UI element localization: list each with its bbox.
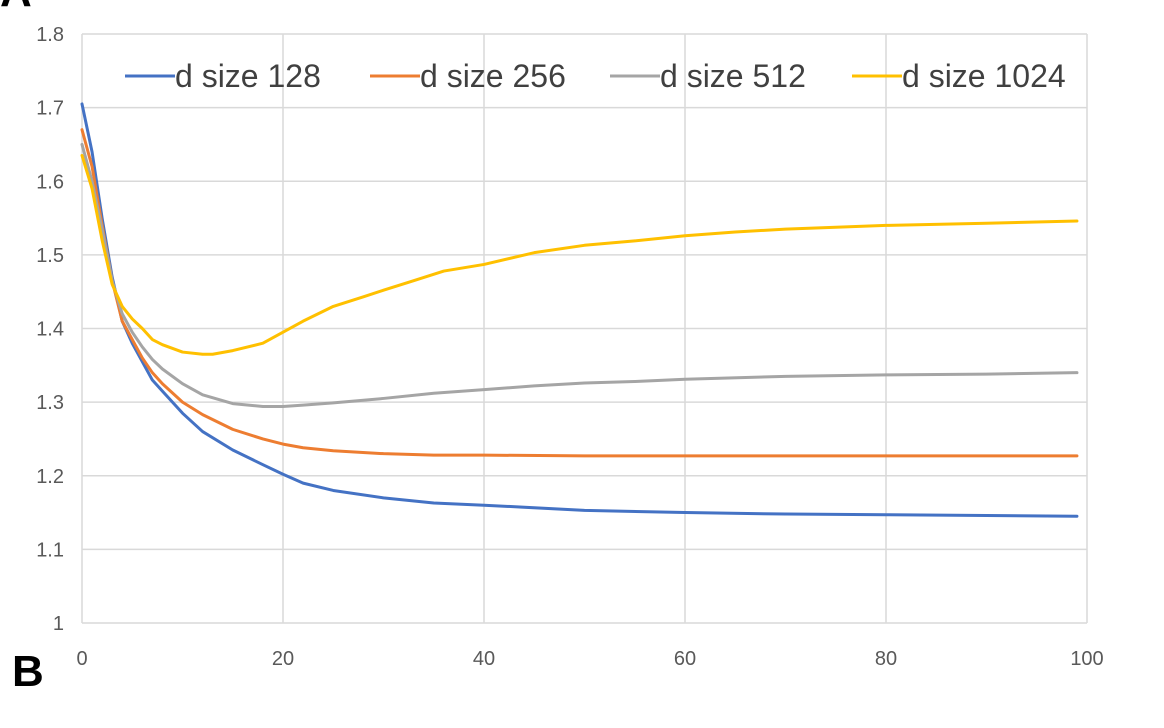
- y-tick-label: 1.1: [36, 539, 64, 561]
- y-tick-label: 1.3: [36, 392, 64, 414]
- y-tick-label: 1.8: [36, 24, 64, 46]
- legend-label: d size 128: [175, 58, 321, 94]
- series-line-3: [80, 153, 1079, 356]
- tick-layer: 1 1.1 1.2 1.3 1.4 1.5 1.6 1.7 1.8 0 20 40 60 80 100: [36, 24, 1104, 670]
- panel-label-b: B: [12, 647, 44, 696]
- legend: d size 128 d size 256 d size 512 d size 102…: [125, 58, 1066, 94]
- legend-item: d size 512: [610, 58, 806, 94]
- y-tick-label: 1.6: [36, 171, 64, 193]
- x-tick-label: 0: [76, 648, 87, 670]
- y-tick-label: 1.2: [36, 466, 64, 488]
- x-tick-label: 80: [875, 648, 897, 670]
- legend-label: d size 256: [420, 58, 566, 94]
- x-tick-label: 100: [1070, 648, 1103, 670]
- y-tick-label: 1.4: [36, 319, 64, 341]
- legend-label: d size 512: [660, 58, 806, 94]
- legend-item: d size 256: [370, 58, 566, 94]
- series-line-1: [80, 128, 1079, 458]
- legend-item: d size 128: [125, 58, 321, 94]
- x-tick-label: 60: [674, 648, 696, 670]
- y-tick-label: 1.5: [36, 245, 64, 267]
- y-tick-label: 1: [53, 613, 64, 635]
- series-line-2: [80, 142, 1079, 409]
- y-tick-label: 1.7: [36, 98, 64, 120]
- legend-item: d size 1024: [852, 58, 1066, 94]
- grid-layer: [81, 33, 1088, 624]
- legend-label: d size 1024: [902, 58, 1066, 94]
- series-layer: [80, 102, 1079, 518]
- panel-label-a: A: [0, 0, 32, 14]
- x-tick-label: 40: [473, 648, 495, 670]
- x-tick-label: 20: [272, 648, 294, 670]
